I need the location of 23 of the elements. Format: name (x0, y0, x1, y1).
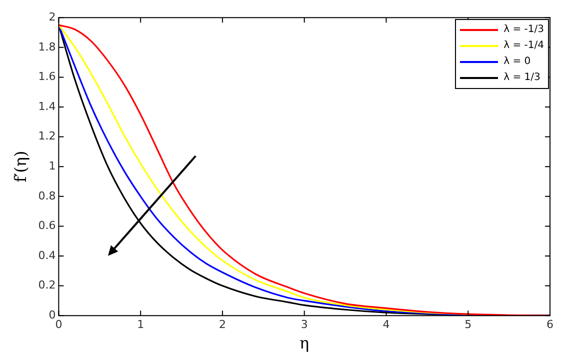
x-tick-label: 5 (464, 318, 472, 332)
y-tick-label: 0.6 (38, 219, 56, 232)
y-tick-label: 1.6 (38, 70, 56, 84)
legend-label: λ = -1/3 (504, 24, 544, 36)
x-tick-label: 3 (300, 318, 308, 332)
x-tick-label: 2 (218, 318, 226, 332)
y-tick-label: 2 (48, 10, 56, 24)
y-tick-label: 0.4 (38, 248, 56, 262)
x-tick-label: 6 (546, 318, 554, 332)
y-tick-label: 1 (48, 159, 56, 172)
legend-label: λ = 0 (504, 56, 531, 68)
y-tick-label: 0.2 (38, 278, 56, 292)
y-tick-label: 0 (48, 308, 56, 322)
y-tick-label: 1.2 (38, 130, 56, 143)
y-tick-label: 0.8 (38, 189, 56, 202)
y-tick-label: 1.8 (38, 40, 56, 54)
y-axis-title: f′(η) (10, 150, 30, 182)
legend-label: λ = 1/3 (504, 72, 540, 84)
legend-label: λ = -1/4 (504, 40, 544, 52)
y-tick-label: 1.4 (38, 100, 56, 113)
x-axis-title: η (300, 334, 310, 353)
x-tick-label: 1 (137, 318, 144, 332)
x-tick-label: 4 (382, 318, 390, 332)
